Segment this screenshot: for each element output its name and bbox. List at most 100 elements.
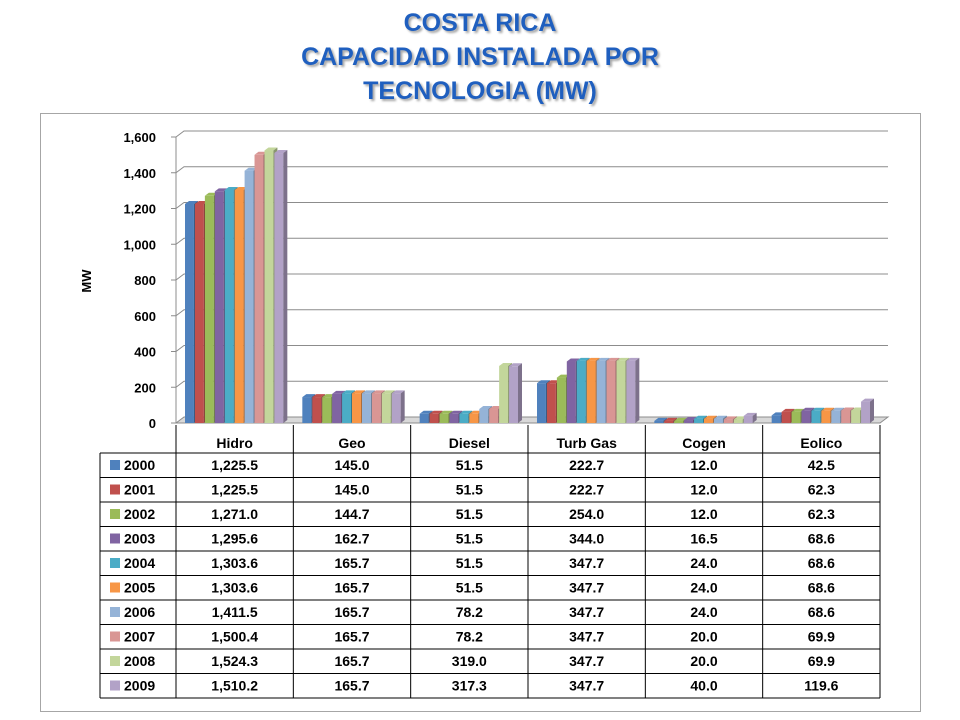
y-tick-label: 1,000: [123, 237, 156, 252]
bar-top: [704, 415, 717, 419]
bar-2007-Diesel: [489, 409, 499, 423]
category-label: Turb Gas: [556, 435, 617, 451]
bar-2004-Turb Gas: [576, 360, 586, 423]
bar-2009-Turb Gas: [626, 360, 636, 423]
bar-top: [489, 406, 503, 410]
gridline: [175, 130, 888, 138]
y-tick-label: 200: [134, 380, 156, 395]
legend-key-2003: [110, 533, 120, 544]
data-label: 20.0: [690, 653, 717, 669]
bar-2000-Hidro: [185, 203, 194, 423]
data-label: 68.6: [808, 604, 835, 620]
gridline: [175, 273, 888, 281]
bar-top: [781, 408, 795, 412]
bar-top: [596, 357, 610, 361]
bar-top: [322, 394, 336, 398]
bar-top: [664, 417, 678, 421]
bar-2006-Turb Gas: [596, 360, 606, 423]
legend-key-2007: [110, 631, 120, 642]
bar-top: [419, 410, 433, 414]
legend-key-2008: [110, 656, 120, 666]
data-label: 222.7: [569, 482, 604, 498]
bar-2003-Cogen: [684, 420, 694, 423]
bar-top: [204, 192, 218, 196]
data-label: 165.7: [334, 653, 369, 669]
bar-side: [870, 398, 874, 423]
legend-label: 2008: [124, 653, 155, 669]
legend-label: 2004: [124, 555, 155, 571]
bar-2001-Turb Gas: [546, 383, 556, 423]
data-label: 51.5: [456, 531, 483, 547]
data-label: 78.2: [456, 604, 483, 620]
data-label: 24.0: [690, 604, 717, 620]
bar-2001-Cogen: [664, 420, 674, 423]
y-tick-label: 1,200: [123, 202, 156, 217]
bar-2008-Cogen: [733, 419, 743, 423]
bar-2006-Hidro: [244, 170, 254, 423]
legend-key-2001: [110, 484, 120, 495]
bar-2000-Cogen: [654, 420, 664, 423]
bar-2009-Hidro: [274, 153, 284, 424]
legend-label: 2000: [124, 457, 155, 473]
data-label: 68.6: [808, 580, 835, 596]
title-line-2: CAPACIDAD INSTALADA POR: [301, 43, 659, 71]
bar-2000-Geo: [302, 397, 312, 423]
data-label: 1,225.5: [211, 457, 258, 473]
data-label: 51.5: [456, 457, 483, 473]
bar-2001-Geo: [312, 397, 322, 423]
title-line-1: COSTA RICA: [403, 9, 557, 37]
data-label: 165.7: [334, 629, 369, 645]
data-label: 69.9: [808, 629, 835, 645]
data-label: 165.7: [334, 678, 369, 694]
bar-2006-Geo: [361, 393, 371, 423]
data-label: 78.2: [456, 629, 483, 645]
bar-2003-Geo: [332, 393, 342, 423]
bar-top: [743, 412, 757, 416]
bar-top: [352, 390, 365, 394]
bar-side: [283, 150, 288, 424]
bar-top: [723, 416, 737, 420]
legend-label: 2005: [124, 580, 155, 596]
bar-2001-Diesel: [429, 413, 439, 423]
data-label: 24.0: [690, 555, 717, 571]
data-label: 162.7: [334, 531, 369, 547]
bar-top: [831, 407, 845, 411]
data-label: 42.5: [808, 457, 835, 473]
bar-top: [694, 415, 707, 419]
bar-2009-Geo: [391, 393, 401, 423]
bar-top: [791, 408, 805, 412]
category-label: Eolico: [800, 435, 842, 451]
legend-label: 2006: [124, 604, 155, 620]
bar-top: [801, 407, 815, 411]
data-label: 347.7: [569, 653, 604, 669]
bar-side: [400, 390, 405, 423]
bar-top: [244, 167, 258, 171]
bar-2006-Diesel: [479, 409, 489, 423]
bar-2003-Hidro: [214, 191, 224, 423]
bar-top: [449, 410, 463, 414]
bar-2005-Cogen: [704, 418, 713, 423]
bar-top: [429, 410, 443, 414]
gridline: [175, 380, 888, 388]
bar-2006-Eolico: [831, 410, 841, 423]
bar-top: [469, 410, 483, 414]
bar-2009-Cogen: [743, 415, 753, 423]
bar-2006-Cogen: [713, 418, 723, 423]
legend-key-2005: [110, 582, 120, 593]
data-label: 62.3: [808, 506, 835, 522]
data-label: 145.0: [334, 457, 369, 473]
bar-top: [214, 188, 228, 192]
data-label: 144.7: [334, 506, 369, 522]
data-label: 165.7: [334, 555, 369, 571]
bar-top: [674, 417, 688, 421]
data-label: 1,225.5: [211, 482, 258, 498]
bar-2004-Diesel: [459, 413, 469, 423]
bar-2002-Turb Gas: [556, 377, 566, 423]
bar-2004-Geo: [342, 393, 351, 423]
bar-top: [576, 357, 590, 361]
bar-2000-Turb Gas: [537, 383, 546, 423]
bar-2003-Diesel: [449, 413, 459, 423]
bar-top: [234, 186, 248, 190]
bar-top: [254, 151, 268, 155]
